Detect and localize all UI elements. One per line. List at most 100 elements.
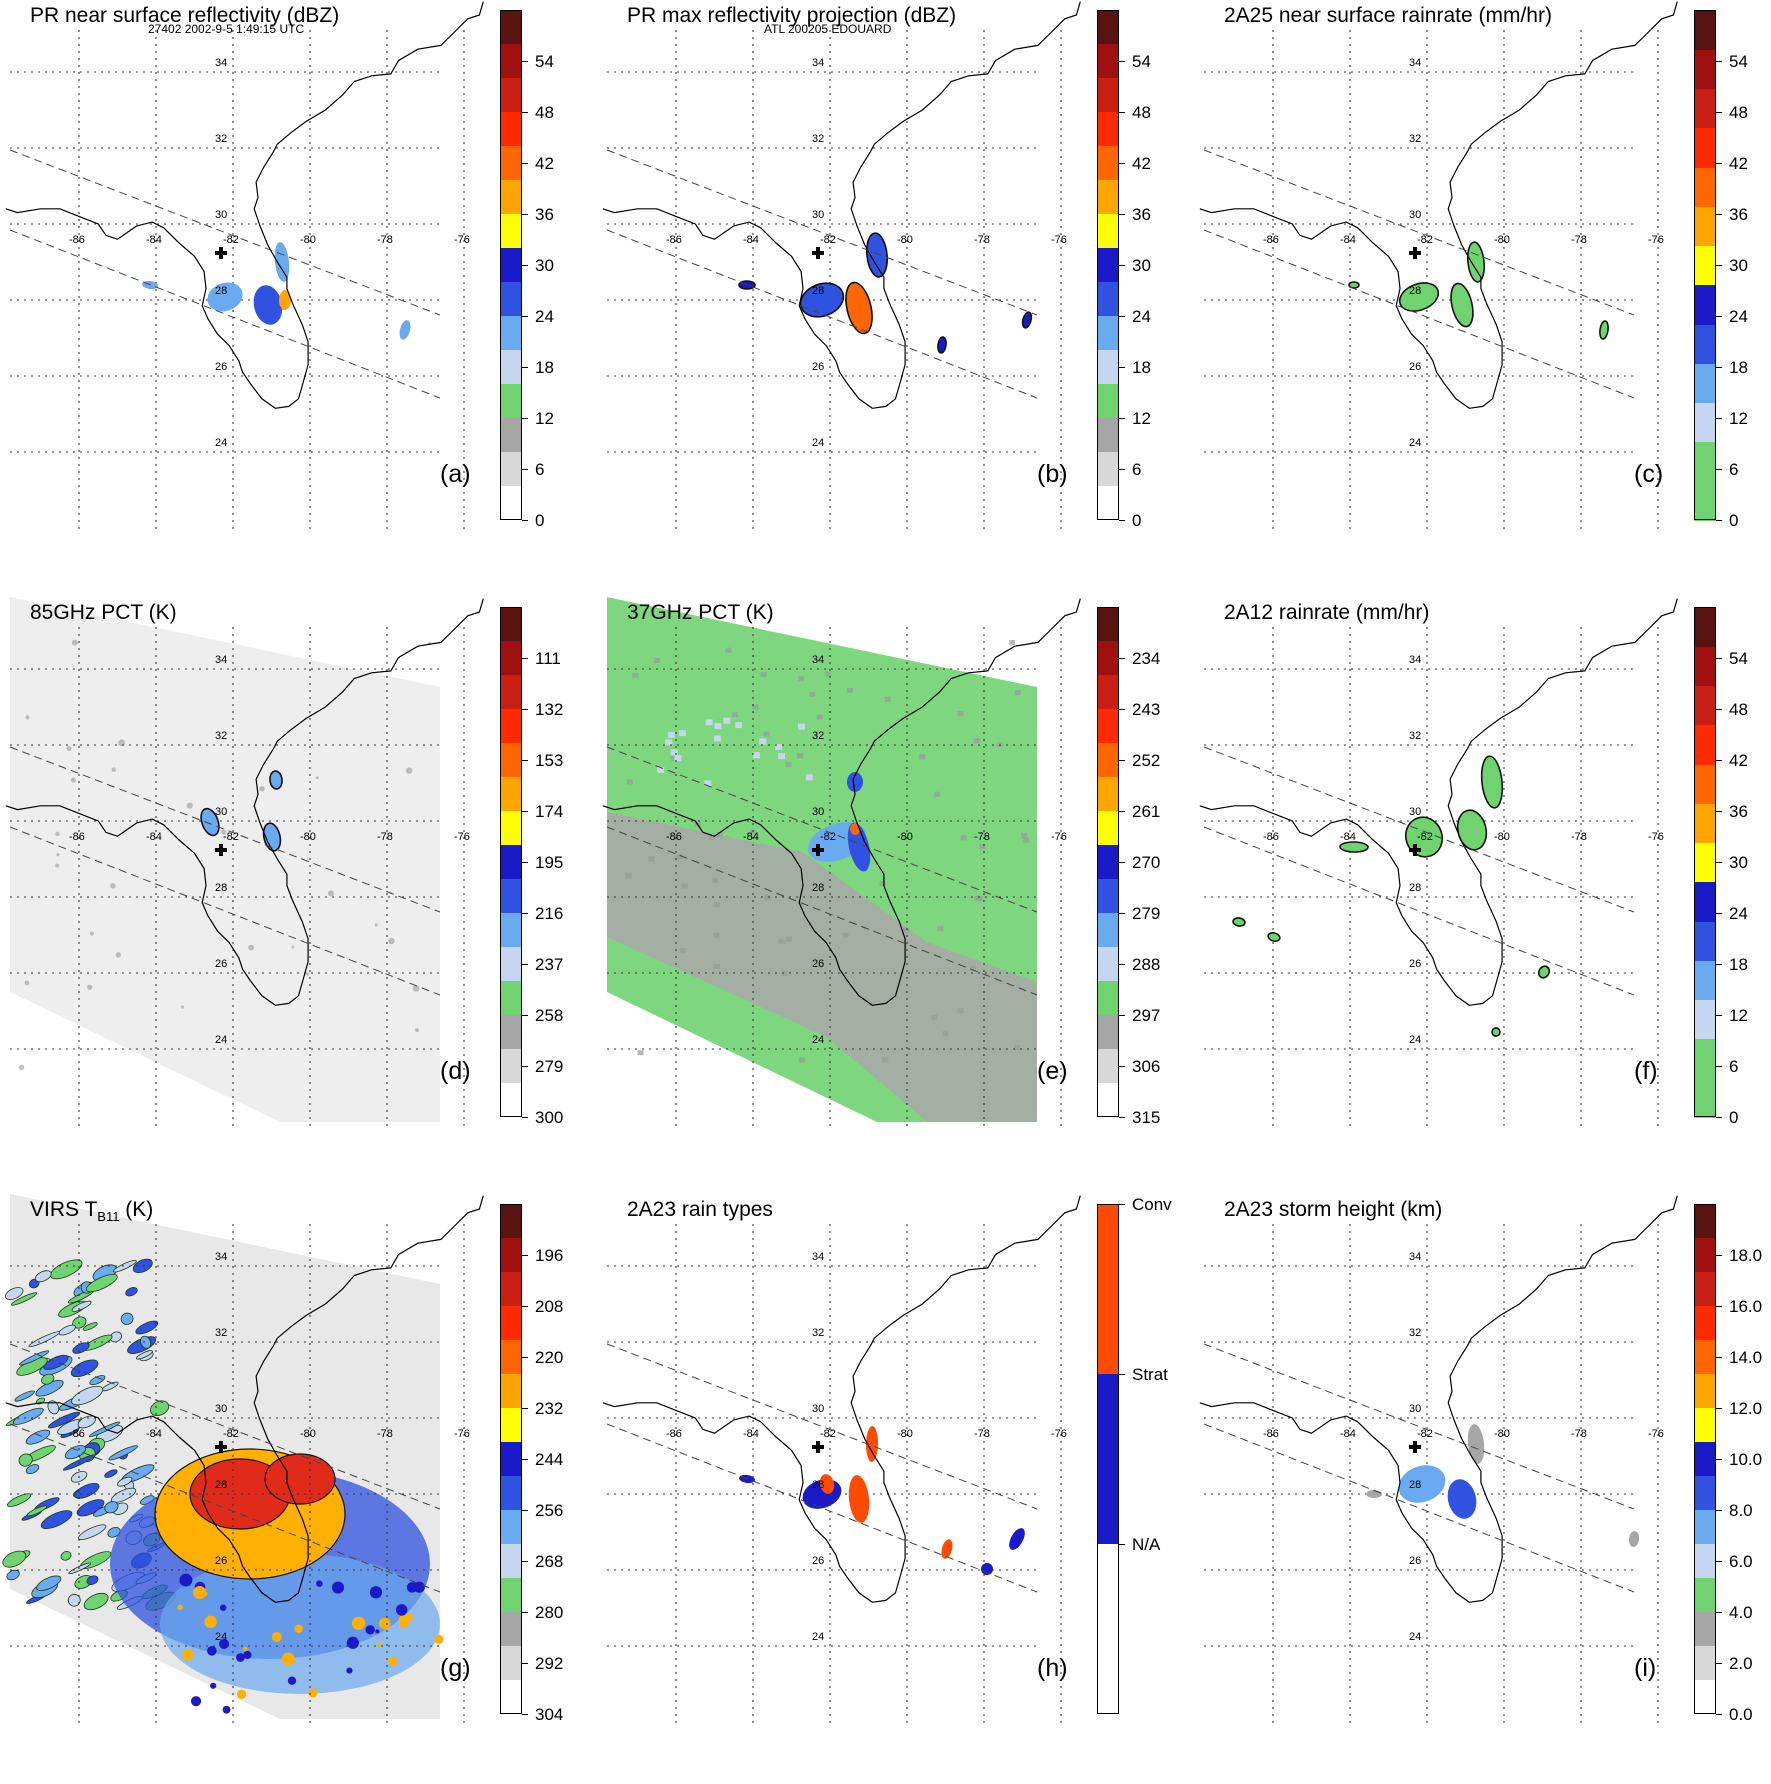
warm-pixel	[973, 738, 980, 744]
colorbar-tick-mark	[1716, 1714, 1722, 1715]
warm-pixel	[842, 932, 849, 938]
precip-echo	[1467, 1424, 1485, 1464]
colorbar-tick-label: 0	[535, 511, 545, 530]
lon-label: -82	[1417, 234, 1433, 246]
colorbar-swatch	[500, 112, 522, 146]
colorbar-tick-mark	[1119, 367, 1125, 368]
colorbar-tick-mark	[1119, 1117, 1125, 1118]
precip-echo	[1491, 1027, 1501, 1037]
colorbar-frame	[1694, 607, 1716, 1117]
colorbar: 0.0 2.0 4.0 6.0 8.0 10.0 12.0 14.0 16.0 18.0	[1694, 1204, 1762, 1723]
colorbar-tick-label: 304	[535, 1705, 564, 1724]
lon-label: -86	[69, 234, 85, 246]
colorbar-swatch	[1694, 607, 1716, 647]
panel-title-text: PR near surface reflectivity (dBZ)	[30, 4, 340, 27]
colorbar-tick-label: 8.0	[1729, 1501, 1753, 1520]
lon-label: -76	[454, 234, 470, 246]
lon-label: -82	[1417, 831, 1433, 843]
colorbar-tick-mark	[522, 913, 528, 914]
warm-pixel	[1014, 690, 1021, 696]
colorbar-swatch	[500, 1680, 522, 1714]
storm-name: ATL 200205 EDOUARD	[764, 22, 892, 36]
lat-label: 34	[812, 654, 824, 666]
colorbar-tick-label: 24	[1132, 307, 1151, 326]
cloud-cell	[387, 1656, 398, 1667]
lat-label: 26	[812, 1555, 824, 1567]
lat-label: 34	[215, 57, 227, 69]
precip-echo	[819, 1474, 835, 1494]
lon-label: -78	[1571, 1428, 1587, 1440]
lon-label: -76	[1648, 234, 1664, 246]
cloud-cell	[19, 1350, 50, 1366]
colorbar-tick-mark	[1119, 709, 1125, 710]
cloud-cell	[86, 1575, 99, 1585]
warm-pixel	[882, 1057, 889, 1063]
lat-label: 24	[812, 1034, 824, 1046]
colorbar-tick-label: 292	[535, 1654, 564, 1673]
storm-center-marker	[1409, 1441, 1421, 1453]
lat-label: 28	[812, 882, 824, 894]
colorbar-tick-label: 24	[1729, 904, 1748, 923]
warm-pixel	[764, 894, 771, 900]
cloud-cell	[331, 1581, 345, 1594]
colorbar-tick-mark	[1716, 1015, 1722, 1016]
colorbar-tick-label: 132	[535, 700, 564, 719]
panel-h: 34 32 30 28 26 24 -86 -84 -82 -80 -78 -76 2A23 rain …	[597, 1194, 1187, 1784]
map-b: 34 32 30 28 26 24 -86 -84 -82 -80 -78 -76	[602, 1, 1081, 530]
cloud-cell	[112, 1259, 137, 1273]
panel-letter: (a)	[440, 460, 471, 488]
warm-pixel	[681, 883, 688, 889]
colorbar-tick-label: 279	[535, 1057, 564, 1076]
cloud-cell	[287, 1676, 297, 1685]
warm-pixel	[732, 711, 739, 717]
colorbar-tick-label: 6	[535, 460, 545, 479]
lon-label: -84	[146, 234, 162, 246]
colorbar-swatch	[1694, 960, 1716, 1001]
swath-edge	[606, 1423, 1038, 1593]
warm-pixel	[713, 902, 720, 908]
colorbar-tick-mark	[1119, 112, 1125, 113]
swath-edge	[9, 826, 441, 996]
colorbar-swatch	[500, 1204, 522, 1238]
colorbar-tick-mark	[1716, 913, 1722, 914]
colorbar-swatch	[500, 879, 522, 913]
panel-f: 34 32 30 28 26 24 -86 -84 -82 -80 -78 -76 2A12 rainr…	[1194, 597, 1771, 1187]
lon-label: -86	[666, 831, 682, 843]
lon-label: -86	[69, 831, 85, 843]
colorbar-tick-mark	[522, 214, 528, 215]
warm-pixel	[1014, 1044, 1021, 1050]
lat-label: 34	[1409, 57, 1421, 69]
colorbar-tick-label: 244	[535, 1450, 564, 1469]
colorbar-tick-label: 2.0	[1729, 1654, 1753, 1673]
cold-pixel	[735, 722, 743, 729]
panel-letter: (g)	[440, 1654, 471, 1682]
colorbar-swatch	[1097, 44, 1119, 78]
colorbar-swatch	[500, 1238, 522, 1272]
colorbar-tick-label: 0	[1729, 1108, 1739, 1127]
lat-label: 30	[812, 806, 824, 818]
colorbar-tick-mark	[1716, 1117, 1722, 1118]
lon-label: -82	[820, 831, 836, 843]
colorbar-tick-label: 216	[535, 904, 564, 923]
colorbar-tick-mark	[522, 112, 528, 113]
lat-label: 30	[812, 209, 824, 221]
colorbar-frame	[500, 1204, 522, 1714]
cloud-cell	[434, 1634, 444, 1644]
colorbar-swatch	[500, 607, 522, 641]
speckle	[412, 985, 420, 992]
cloud-cell	[222, 1705, 231, 1714]
colorbar-swatch	[1097, 10, 1119, 44]
swath-edge	[9, 149, 441, 316]
cold-pixel	[678, 730, 686, 737]
colorbar-tick-mark	[522, 1612, 528, 1613]
precip-echo	[849, 823, 861, 835]
panel-title-text: PR max reflectivity projection (dBZ)	[627, 4, 957, 27]
colorbar-swatch	[500, 1374, 522, 1408]
warm-pixel	[714, 963, 721, 969]
lat-label: 32	[812, 730, 824, 742]
warm-pixel	[632, 672, 639, 678]
colorbar-swatch	[1694, 166, 1716, 207]
warm-pixel	[781, 970, 788, 976]
lat-label: 24	[215, 437, 227, 449]
map-f: 34 32 30 28 26 24 -86 -84 -82 -80 -78 -76	[1199, 598, 1678, 1127]
